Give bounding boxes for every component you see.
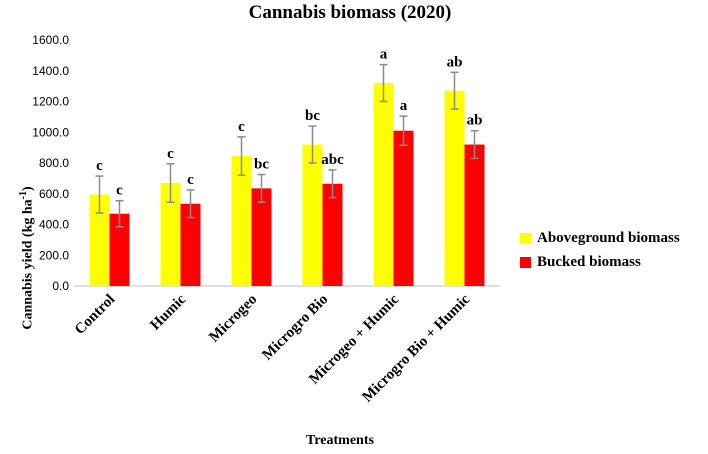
bar-bucked	[322, 183, 343, 286]
legend: Aboveground biomass Bucked biomass	[520, 226, 680, 274]
significance-label-aboveground: c	[238, 119, 245, 135]
bar-aboveground	[231, 156, 252, 286]
bar-bucked	[251, 188, 272, 286]
y-tick-label: 1000.0	[32, 125, 69, 139]
y-tick-label: 600.0	[39, 187, 69, 201]
significance-label-aboveground: ab	[447, 54, 463, 70]
significance-label-bucked: ab	[467, 113, 483, 129]
y-tick-label: 400.0	[39, 218, 69, 232]
bar-bucked	[109, 213, 130, 286]
significance-label-bucked: abc	[321, 152, 344, 168]
y-tick-label: 1200.0	[32, 95, 69, 109]
significance-label-aboveground: c	[96, 158, 103, 174]
y-tick-label: 0.0	[52, 279, 69, 293]
bar-bucked	[180, 203, 201, 286]
bar-aboveground	[444, 90, 465, 286]
bar-aboveground	[160, 182, 181, 286]
significance-label-bucked: c	[187, 172, 194, 188]
significance-label-aboveground: c	[167, 146, 174, 162]
chart-title: Cannabis biomass (2020)	[248, 2, 452, 23]
significance-label-bucked: a	[400, 98, 408, 114]
legend-label-bucked: Bucked biomass	[537, 253, 641, 270]
y-tick-label: 1400.0	[32, 64, 69, 78]
x-tick-label: Microgeo	[206, 292, 260, 346]
bar-aboveground	[89, 194, 110, 286]
x-tick-label: Humic	[147, 291, 189, 333]
legend-item-bucked: Bucked biomass	[520, 250, 680, 274]
legend-label-aboveground: Aboveground biomass	[537, 229, 680, 246]
x-tick-label: Control	[72, 292, 118, 338]
y-tick-label: 200.0	[39, 248, 69, 262]
bar-bucked	[464, 144, 485, 286]
significance-label-aboveground: bc	[305, 108, 320, 124]
legend-swatch-aboveground	[520, 232, 531, 244]
bar-aboveground	[302, 144, 323, 286]
y-tick-label: 800.0	[39, 156, 69, 170]
significance-label-aboveground: a	[380, 47, 388, 63]
bar-bucked	[393, 130, 414, 286]
significance-label-bucked: c	[116, 183, 123, 199]
legend-item-aboveground: Aboveground biomass	[520, 226, 680, 250]
y-tick-label: 1600.0	[32, 33, 69, 47]
significance-label-bucked: bc	[254, 157, 269, 173]
bar-aboveground	[373, 83, 394, 286]
x-axis-label: Treatments	[306, 433, 374, 448]
x-tick-label: Microgro Bio	[259, 292, 331, 364]
legend-swatch-bucked	[520, 256, 531, 268]
